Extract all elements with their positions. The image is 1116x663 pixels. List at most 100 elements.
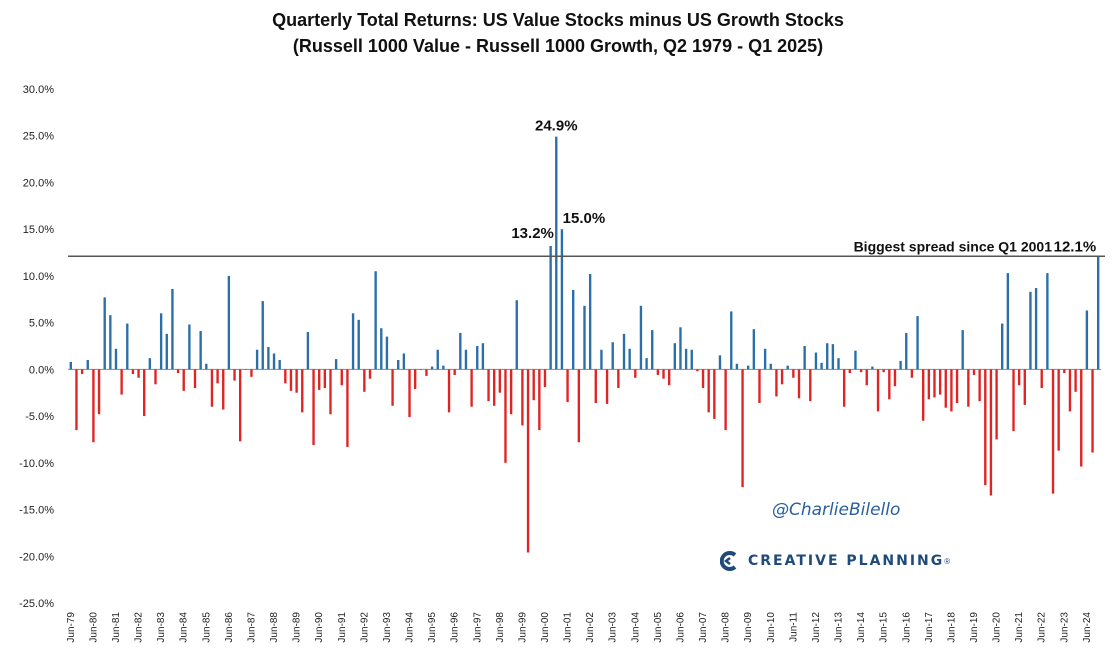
bar [69, 361, 73, 370]
bar [176, 369, 180, 374]
bar [899, 360, 902, 370]
bar [137, 369, 140, 378]
x-tick-label: Jun-96 [450, 612, 461, 643]
bar [397, 360, 400, 370]
bar [690, 349, 693, 370]
bar [831, 344, 835, 370]
bar [171, 288, 174, 370]
bar [188, 324, 191, 370]
bar [763, 348, 767, 370]
x-tick-label: Jun-04 [630, 612, 641, 643]
bar [922, 369, 925, 421]
bar [442, 365, 445, 370]
bar [617, 369, 620, 389]
bar [605, 369, 609, 404]
bar [436, 349, 439, 370]
bar [622, 333, 626, 370]
bar [363, 369, 366, 392]
x-tick-label: Jun-92 [359, 612, 370, 643]
bar [961, 330, 964, 370]
bar [876, 369, 880, 412]
bar [1057, 369, 1060, 451]
x-tick-label: Jun-02 [585, 612, 596, 643]
bar [464, 349, 468, 370]
chart-title: Quarterly Total Returns: US Value Stocks… [272, 10, 844, 30]
y-axis: 30.0% 25.0% 20.0% 15.0% 10.0% 5.0% 0.0% -5.0% -1… [19, 84, 54, 610]
data-label: 15.0% [563, 210, 606, 227]
bar [425, 369, 428, 376]
bar [679, 327, 682, 370]
bar [1034, 288, 1038, 370]
bar [837, 358, 840, 370]
bar [882, 369, 885, 373]
bar [419, 369, 422, 370]
x-tick-label: Jun-14 [856, 612, 867, 643]
bar [724, 369, 727, 431]
bar [673, 343, 676, 370]
bar [481, 343, 485, 370]
bar [938, 369, 942, 395]
bar [216, 369, 219, 384]
x-tick-label: Jun-86 [224, 612, 235, 643]
x-tick-label: Jun-80 [88, 612, 99, 643]
y-tick-label: -15.0% [19, 505, 54, 517]
bar [611, 342, 614, 370]
bar [165, 333, 168, 370]
bar [284, 369, 287, 384]
bar [289, 369, 293, 391]
bar [114, 348, 118, 370]
bar [747, 365, 750, 370]
bar [1068, 369, 1072, 412]
x-tick-label: Jun-82 [134, 612, 145, 643]
bar [182, 369, 185, 391]
bar [656, 369, 660, 375]
bar [318, 369, 321, 390]
bar [792, 369, 795, 378]
bar [871, 366, 874, 370]
x-tick-label: Jun-09 [743, 612, 754, 643]
bar [1029, 291, 1032, 370]
bar [199, 331, 202, 370]
bar [509, 369, 513, 415]
x-tick-label: Jun-90 [314, 612, 325, 643]
bar [1023, 369, 1026, 405]
bar [238, 369, 242, 442]
bar [159, 313, 163, 370]
bar [374, 271, 377, 370]
reference-line-label: Biggest spread since Q1 2001 [854, 238, 1053, 254]
y-tick-label: -10.0% [19, 458, 54, 470]
bar [639, 305, 643, 370]
bar [730, 311, 733, 370]
x-tick-label: Jun-16 [901, 612, 912, 643]
bar [933, 369, 936, 398]
bar [1080, 369, 1083, 467]
watermark-handle: @CharlieBilello [772, 500, 901, 520]
bar [323, 369, 327, 389]
bar [244, 369, 247, 370]
bar [1051, 369, 1055, 494]
x-tick-label: Jun-11 [788, 612, 799, 642]
bar [600, 349, 603, 370]
y-tick-label: -5.0% [25, 411, 54, 423]
bar [701, 369, 705, 389]
bar [1001, 323, 1004, 370]
y-tick-label: 30.0% [23, 84, 54, 96]
bar [543, 369, 547, 388]
bar [75, 369, 78, 431]
bar [538, 369, 541, 431]
data-label: 12.1% [1054, 238, 1097, 255]
bar [295, 369, 298, 393]
bar [205, 363, 208, 370]
bar [786, 365, 789, 370]
x-tick-label: Jun-87 [246, 612, 257, 643]
y-tick-label: 5.0% [29, 318, 54, 330]
bar [357, 319, 360, 370]
bar [334, 359, 338, 370]
x-tick-label: Jun-21 [1014, 612, 1025, 643]
bar [521, 369, 524, 426]
bar [560, 229, 564, 370]
y-tick-label: -25.0% [19, 598, 54, 610]
bar [741, 369, 744, 488]
bar [255, 349, 259, 370]
x-tick-label: Jun-24 [1082, 612, 1093, 643]
